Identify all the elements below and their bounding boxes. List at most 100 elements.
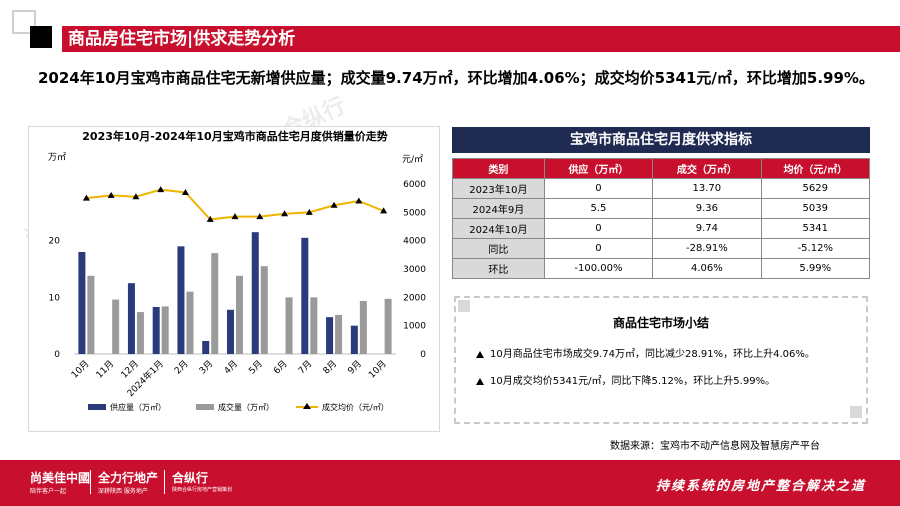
x-axis-tick: 3月 xyxy=(197,358,215,376)
table-title: 宝鸡市商品住宅月度供求指标 xyxy=(452,127,870,153)
x-axis-tick: 7月 xyxy=(296,358,314,376)
table-cell: 4.06% xyxy=(652,258,762,279)
chart-title: 2023年10月-2024年10月宝鸡市商品住宅月度供销量价走势 xyxy=(82,130,388,143)
y-axis-right-tick: 2000 xyxy=(403,293,426,303)
summary-box xyxy=(454,296,868,424)
table-cell: 9.36 xyxy=(652,198,762,219)
sales-bar xyxy=(112,299,120,354)
summary-title: 商品住宅市场小结 xyxy=(612,316,709,330)
table-cell: 5.5 xyxy=(543,198,654,219)
table-header-row: 类别 供应（万㎡） 成交（万㎡） 均价（元/㎡） xyxy=(452,158,871,179)
table-cell: 2024年10月 xyxy=(452,218,545,239)
supply-bar xyxy=(301,237,309,354)
table-header-cell: 成交（万㎡） xyxy=(652,158,762,179)
summary-item: 10月商品住宅市场成交9.74万㎡，同比减少28.91%，环比上升4.06%。 xyxy=(476,345,815,360)
supply-bar xyxy=(350,325,358,354)
footer-logo-sub: 深耕陕西 服务地产 xyxy=(98,488,148,495)
sales-bar xyxy=(260,266,268,354)
sales-bar xyxy=(335,314,343,354)
table-cell: 5.99% xyxy=(760,258,871,279)
price-point xyxy=(330,201,338,208)
sales-bar xyxy=(87,275,95,354)
sales-bar xyxy=(136,312,144,354)
x-axis-tick: 8月 xyxy=(321,358,339,376)
chart-panel xyxy=(28,126,440,432)
table-header-cell: 供应（万㎡） xyxy=(543,158,654,179)
table-cell: 同比 xyxy=(452,238,545,259)
supply-bar xyxy=(251,232,259,354)
table-row: 同比 0 -28.91% -5.12% xyxy=(452,238,871,259)
price-point xyxy=(181,189,189,195)
header-square-fill xyxy=(30,26,52,48)
sales-bar xyxy=(236,275,243,354)
footer-divider xyxy=(164,470,165,494)
footer-logo: 合纵行 xyxy=(172,471,209,485)
table-cell: 9.74 xyxy=(652,218,762,239)
x-axis-tick: 10月 xyxy=(366,358,388,380)
table-row: 2024年9月 5.5 9.36 5039 xyxy=(452,198,871,219)
supply-bar xyxy=(202,340,210,354)
price-point xyxy=(82,194,90,201)
header-bar xyxy=(62,26,900,52)
footer-logo: 尚美佳中國 xyxy=(30,471,91,485)
legend-label: 成交量（万㎡） xyxy=(218,402,274,412)
supply-demand-table: 类别 供应（万㎡） 成交（万㎡） 均价（元/㎡） 2023年10月 0 13.7… xyxy=(452,158,871,279)
y-axis-right-tick: 1000 xyxy=(403,322,426,332)
x-axis-tick: 9月 xyxy=(346,358,364,376)
triangle-bullet-icon xyxy=(476,378,484,385)
footer-divider xyxy=(90,470,91,494)
sales-bar xyxy=(359,300,367,354)
footer-logo-sub: 陕西合纵行房地产营销策划 xyxy=(172,487,233,493)
y-axis-left-unit: 万㎡ xyxy=(48,152,66,163)
footer-slogan: 持续系统的房地产整合解决之道 xyxy=(655,479,866,494)
table-cell: 13.70 xyxy=(652,178,762,199)
table-cell: -5.12% xyxy=(760,238,871,259)
price-point xyxy=(157,186,165,193)
header-square-outline xyxy=(12,10,36,34)
headline-summary: 2024年10月宝鸡市商品住宅无新增供应量；成交量9.74万㎡，环比增加4.06… xyxy=(38,69,874,87)
table-cell: 5629 xyxy=(760,178,871,199)
y-axis-right-unit: 元/㎡ xyxy=(402,154,423,165)
table-row: 环比 -100.00% 4.06% 5.99% xyxy=(452,258,871,279)
price-point xyxy=(132,193,140,200)
y-axis-right-tick: 0 xyxy=(420,350,426,360)
y-axis-right-tick: 3000 xyxy=(403,265,426,275)
y-axis-left-tick: 0 xyxy=(54,350,60,360)
legend-swatch xyxy=(88,404,106,410)
table-cell: 0 xyxy=(543,218,654,239)
summary-item-text: 10月商品住宅市场成交9.74万㎡，同比减少28.91%，环比上升4.06%。 xyxy=(490,349,815,360)
supply-bar xyxy=(127,283,135,354)
table-cell: 2023年10月 xyxy=(452,178,545,199)
y-axis-right-tick: 6000 xyxy=(403,180,426,190)
x-axis-tick: 5月 xyxy=(247,358,265,376)
legend-marker xyxy=(303,403,311,409)
supply-bar xyxy=(326,317,334,354)
table-header-cell: 均价（元/㎡） xyxy=(760,158,871,179)
table-cell: 5341 xyxy=(760,218,871,239)
x-axis-tick: 2月 xyxy=(172,358,190,376)
table-cell: -100.00% xyxy=(543,258,654,279)
x-axis-tick: 4月 xyxy=(222,358,240,376)
supply-bar xyxy=(152,306,160,354)
sales-bar xyxy=(186,291,194,354)
summary-item: 10月成交均价5341元/㎡，同比下降5.12%，环比上升5.99%。 xyxy=(476,372,775,387)
table-header-cell: 类别 xyxy=(452,158,545,179)
price-point xyxy=(355,197,363,204)
footer-logo-sub: 陪伴客户一起 xyxy=(30,488,67,495)
triangle-bullet-icon xyxy=(476,351,484,358)
sales-bar xyxy=(310,297,318,354)
supply-bar xyxy=(227,309,234,354)
table-cell: -28.91% xyxy=(652,238,762,259)
y-axis-right-tick: 5000 xyxy=(403,208,426,218)
y-axis-right-tick: 4000 xyxy=(403,237,426,247)
price-point xyxy=(256,213,264,220)
sales-bar xyxy=(384,298,392,354)
summary-corner-decoration xyxy=(850,406,862,418)
legend-swatch xyxy=(196,404,214,410)
table-cell: 环比 xyxy=(452,258,545,279)
y-axis-left-tick: 10 xyxy=(49,293,61,303)
summary-item-text: 10月成交均价5341元/㎡，同比下降5.12%，环比上升5.99%。 xyxy=(490,376,776,387)
sales-bar xyxy=(285,297,293,354)
price-point xyxy=(380,207,388,214)
